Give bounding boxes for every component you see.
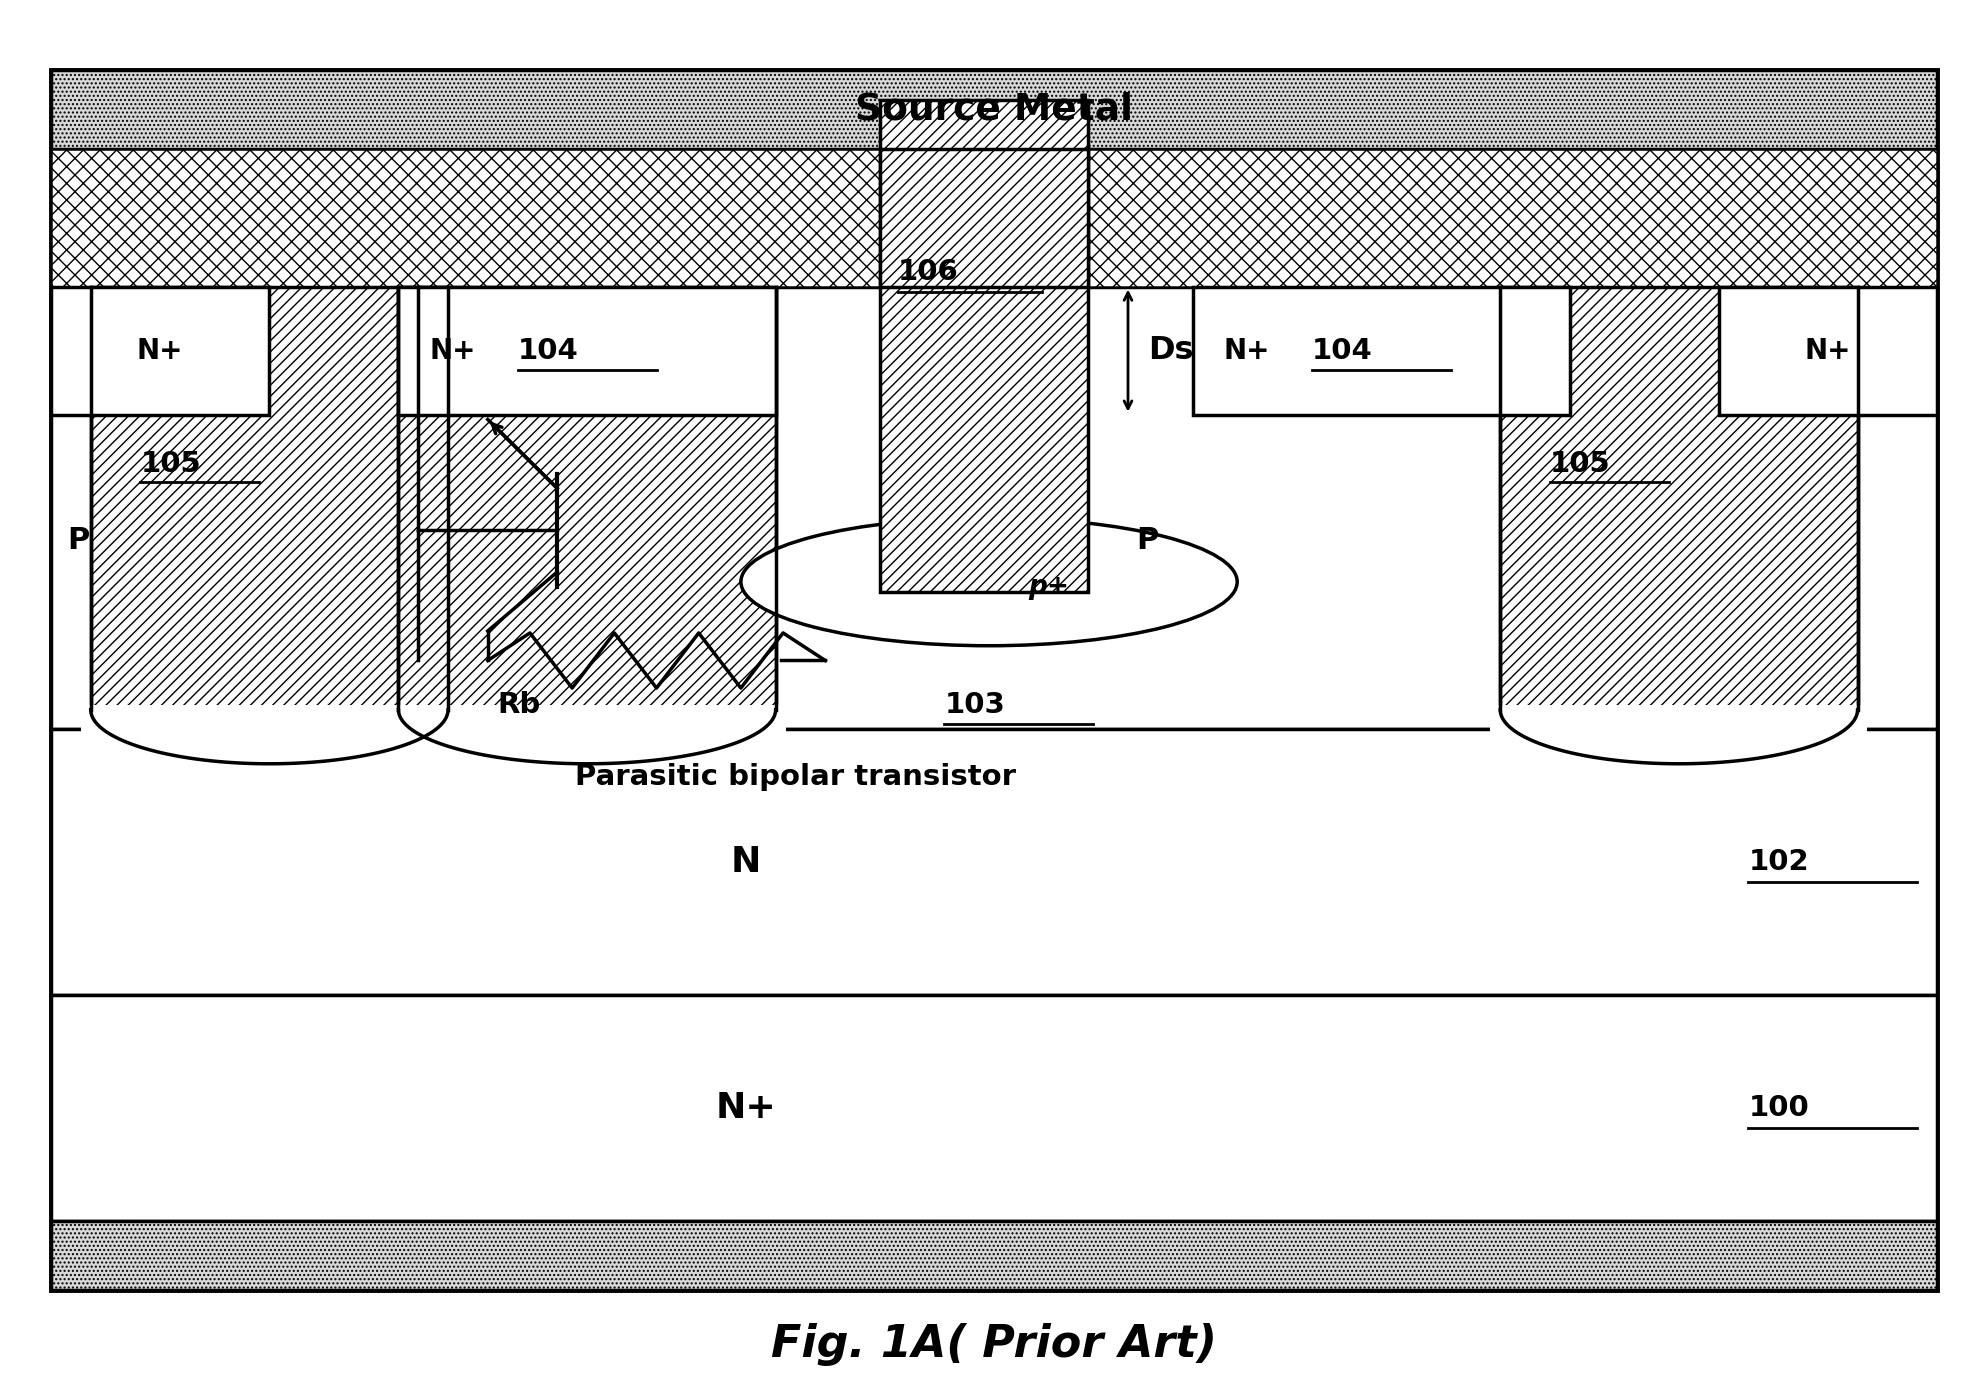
Bar — [1491, 705, 1867, 763]
Bar — [388, 705, 785, 763]
Bar — [398, 287, 775, 414]
Text: P: P — [68, 526, 89, 555]
Text: 104: 104 — [1312, 337, 1372, 364]
Text: Rb: Rb — [497, 691, 541, 719]
Bar — [52, 730, 1936, 995]
Bar — [1718, 287, 1936, 414]
Text: Parasitic bipolar transistor: Parasitic bipolar transistor — [575, 763, 1016, 791]
Text: N: N — [732, 845, 761, 879]
Bar — [82, 705, 457, 763]
Text: 102: 102 — [1747, 849, 1809, 876]
Text: P: P — [1137, 526, 1159, 555]
Text: Source Metal: Source Metal — [855, 91, 1133, 127]
Text: N+: N+ — [137, 337, 183, 364]
Bar — [398, 287, 775, 709]
Text: 104: 104 — [517, 337, 579, 364]
Bar — [1501, 287, 1857, 709]
Text: 100: 100 — [1747, 1094, 1809, 1122]
Text: N+: N+ — [1225, 337, 1270, 364]
Text: N+: N+ — [1805, 337, 1851, 364]
Bar — [52, 70, 1936, 149]
Bar — [881, 99, 1087, 592]
Text: 105: 105 — [141, 450, 201, 479]
Text: Fig. 1A( Prior Art): Fig. 1A( Prior Art) — [771, 1322, 1217, 1366]
Ellipse shape — [742, 518, 1237, 646]
Text: p+: p+ — [1028, 574, 1070, 600]
Bar — [881, 149, 1087, 287]
Text: Ds: Ds — [1147, 335, 1193, 366]
Bar — [1193, 287, 1571, 414]
Bar — [52, 995, 1936, 1221]
Text: N+: N+ — [429, 337, 477, 364]
Bar — [52, 287, 270, 414]
Text: 105: 105 — [1551, 450, 1610, 479]
Bar — [52, 70, 1936, 1290]
Text: 106: 106 — [899, 258, 958, 286]
Bar — [52, 287, 1936, 730]
Bar — [52, 149, 1936, 287]
Text: 103: 103 — [944, 691, 1006, 719]
Bar — [52, 1221, 1936, 1290]
Text: N+: N+ — [716, 1092, 775, 1125]
Bar — [91, 287, 447, 709]
